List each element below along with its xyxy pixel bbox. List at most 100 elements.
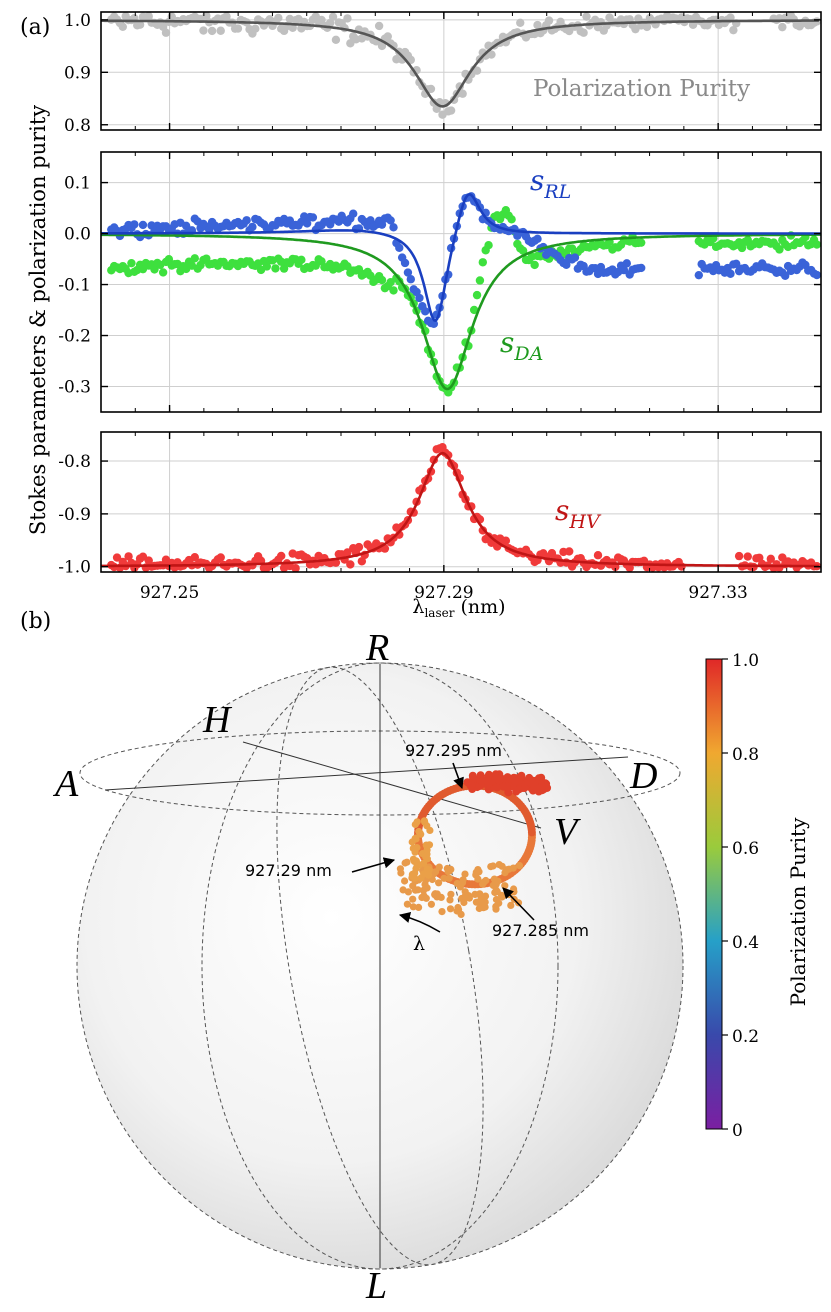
trajectory-point (475, 904, 483, 913)
purity-point (533, 20, 542, 30)
trajectory-point (509, 885, 518, 893)
s-da-point (377, 275, 387, 285)
trajectory-point (491, 879, 499, 887)
s-hv-point (501, 536, 511, 545)
purity-point (487, 50, 496, 59)
trajectory-point (423, 846, 431, 854)
purity-point (135, 20, 145, 29)
s-da-point (478, 258, 488, 267)
trajectory-point (474, 875, 482, 883)
x-axis-label: λlaser (nm) (412, 596, 505, 620)
trajectory-point (489, 862, 497, 870)
purity-point (328, 12, 338, 22)
s-hv-point (565, 547, 574, 556)
s-rl-point (389, 223, 398, 232)
trajectory-point (409, 895, 417, 903)
purity-point (544, 16, 554, 25)
panel-a-label: (a) (20, 15, 50, 40)
h-v-axis (242, 741, 542, 829)
trajectory-point (415, 903, 423, 912)
s-da-point (637, 238, 646, 247)
s-hv-point (277, 551, 286, 561)
purity-point (579, 28, 588, 37)
s-da-point (311, 261, 320, 270)
stokes-hv-ticks: 927.25 927.29 927.33 -1.0 -0.9 -0.8 (58, 432, 822, 603)
purity-point (383, 32, 392, 41)
purity-point (426, 84, 436, 94)
s-rl-label-main: s (530, 164, 544, 197)
purity-points (107, 11, 822, 119)
s-da-point (507, 215, 516, 224)
arrow-927-29 (351, 857, 396, 873)
trajectory-point (467, 781, 476, 790)
colorbar-tick-label: 0.2 (732, 1027, 759, 1047)
s-da-point (279, 264, 289, 273)
s-rl-point (421, 307, 430, 316)
s-rl-point (619, 265, 629, 275)
purity-point (199, 26, 208, 35)
trajectory-point (435, 879, 443, 887)
colorbar-tick-label: 0.4 (732, 933, 759, 953)
s-rl-point (622, 259, 632, 268)
meridian-2 (276, 666, 484, 1266)
purity-point (161, 28, 171, 37)
trajectory-point (420, 859, 428, 867)
s-rl-point (349, 209, 358, 218)
purity-point (216, 26, 225, 35)
x-axis-label-main: λ (412, 596, 424, 618)
trajectory-point (461, 870, 469, 878)
trajectory-point (427, 900, 435, 908)
trajectory-point (481, 903, 489, 911)
s-hv-point (354, 542, 364, 552)
purity-point (144, 12, 153, 21)
y-tick-label: 1.0 (64, 11, 91, 31)
s-rl-point (386, 216, 395, 225)
y-tick-label: -1.0 (58, 558, 91, 578)
s-da-point (530, 260, 539, 270)
trajectory-point (483, 777, 492, 785)
trajectory-point (493, 783, 502, 792)
s-hv-point (677, 562, 686, 571)
colorbar-tick-label: 0 (732, 1121, 743, 1141)
s-da-point (484, 241, 493, 250)
s-da-point (775, 245, 784, 254)
trajectory-point (527, 828, 536, 837)
s-da-point (297, 255, 306, 265)
x-axis-label-sub: laser (424, 606, 454, 620)
trajectory-point (492, 902, 500, 911)
purity-point (582, 12, 591, 21)
y-tick-label: -0.9 (58, 505, 91, 525)
s-rl-point (570, 253, 580, 262)
s-da-point (158, 268, 168, 277)
s-rl-point (533, 234, 542, 244)
s-hv-points (107, 443, 822, 573)
purity-ticks: 0.8 0.9 1.0 (64, 11, 822, 136)
meridian-1 (201, 662, 559, 1270)
y-tick-label: -0.1 (58, 276, 91, 296)
trajectory-point (440, 874, 448, 882)
trajectory-point (403, 900, 411, 908)
trajectory-point (468, 771, 477, 780)
trajectory-point (481, 892, 490, 900)
trajectory-point (420, 892, 428, 900)
purity-point (778, 22, 787, 32)
s-hv-point (444, 450, 453, 460)
trajectory-point (501, 869, 509, 877)
trajectory-point (417, 830, 425, 838)
stokes-rl-da-panel: -0.3-0.2-0.10.00.1 sRL sDA (58, 151, 822, 413)
s-rl-label-sub: RL (543, 181, 571, 203)
x-tick-label: 927.29 (414, 583, 473, 603)
trajectory-point (453, 879, 461, 888)
s-hv-fit-line (101, 451, 819, 568)
purity-point (118, 22, 128, 31)
y-tick-label: -0.8 (58, 452, 91, 472)
y-tick-label: 0.1 (64, 174, 91, 194)
trajectory-point (413, 818, 421, 826)
s-rl-points (107, 192, 822, 328)
trajectory-point (495, 861, 503, 869)
trajectory-point (412, 865, 420, 873)
s-hv-point (357, 557, 367, 566)
trajectory-point (435, 863, 443, 871)
s-hv-point (291, 564, 300, 573)
